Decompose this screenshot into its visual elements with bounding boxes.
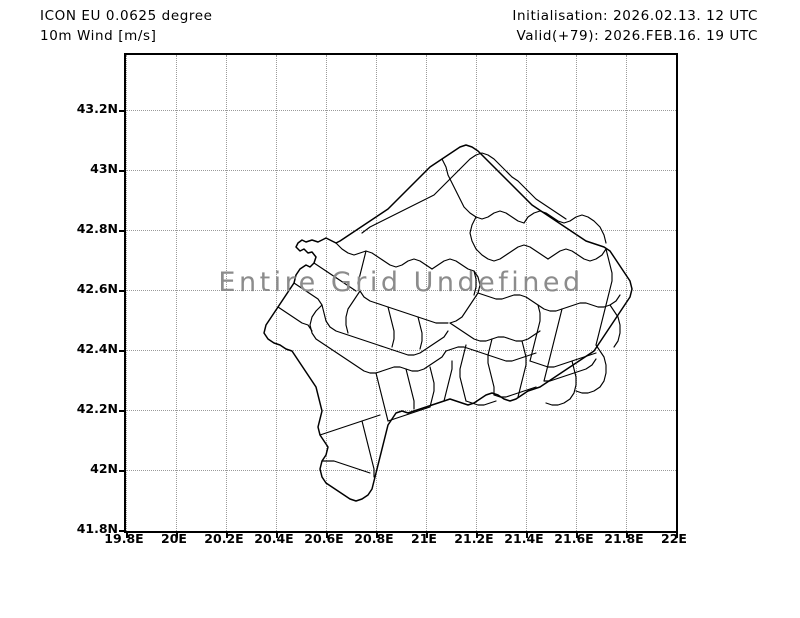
gridline-vertical bbox=[476, 55, 478, 531]
y-axis-label: 42N bbox=[90, 461, 118, 476]
x-axis-tick bbox=[176, 531, 178, 538]
x-axis-label: 22E bbox=[661, 531, 687, 546]
x-axis-tick bbox=[226, 531, 228, 538]
initialisation-time: Initialisation: 2026.02.13. 12 UTC bbox=[512, 8, 758, 24]
x-axis-label: 20.6E bbox=[304, 531, 344, 546]
kosovo-boundaries-map bbox=[263, 144, 633, 502]
x-axis-label: 20.8E bbox=[354, 531, 394, 546]
x-axis-label: 21.8E bbox=[604, 531, 644, 546]
x-axis-tick bbox=[526, 531, 528, 538]
valid-time: Valid(+79): 2026.FEB.16. 19 UTC bbox=[516, 28, 758, 44]
gridline-horizontal bbox=[126, 110, 676, 112]
y-axis-tick bbox=[119, 530, 126, 532]
y-axis-label: 43.2N bbox=[76, 101, 118, 116]
x-axis-tick bbox=[276, 531, 278, 538]
x-axis-tick bbox=[326, 531, 328, 538]
gridline-vertical bbox=[326, 55, 328, 531]
x-axis-tick bbox=[376, 531, 378, 538]
header-left-block: ICON EU 0.0625 degree 10m Wind [m/s] bbox=[40, 6, 213, 46]
x-axis-label: 21.2E bbox=[454, 531, 494, 546]
gridline-horizontal bbox=[126, 170, 676, 172]
gridline-vertical bbox=[276, 55, 278, 531]
gridline-horizontal bbox=[126, 350, 676, 352]
gridline-vertical bbox=[376, 55, 378, 531]
y-axis-label: 42.6N bbox=[76, 281, 118, 296]
gridline-vertical bbox=[526, 55, 528, 531]
x-axis-tick bbox=[426, 531, 428, 538]
x-axis-tick bbox=[476, 531, 478, 538]
gridline-horizontal bbox=[126, 470, 676, 472]
y-axis-label: 43N bbox=[90, 161, 118, 176]
y-axis-tick bbox=[119, 110, 126, 112]
gridline-horizontal bbox=[126, 410, 676, 412]
x-axis-tick bbox=[126, 531, 128, 538]
x-axis-tick bbox=[626, 531, 628, 538]
y-axis-label: 42.2N bbox=[76, 401, 118, 416]
y-axis-tick bbox=[119, 350, 126, 352]
gridline-vertical bbox=[126, 55, 128, 531]
x-axis-tick bbox=[676, 531, 678, 538]
y-axis-tick bbox=[119, 230, 126, 232]
gridline-horizontal bbox=[126, 290, 676, 292]
x-axis-label: 21.4E bbox=[504, 531, 544, 546]
y-axis-tick bbox=[119, 470, 126, 472]
y-axis-label: 42.8N bbox=[76, 221, 118, 236]
gridline-vertical bbox=[226, 55, 228, 531]
header-right-block: Initialisation: 2026.02.13. 12 UTC Valid… bbox=[512, 6, 758, 46]
y-axis-label: 41.8N bbox=[76, 521, 118, 536]
x-axis-label: 20.4E bbox=[254, 531, 294, 546]
gridline-vertical bbox=[626, 55, 628, 531]
map-plot-inner: Entire Grid Undefined bbox=[126, 55, 676, 531]
x-axis-label: 20E bbox=[161, 531, 187, 546]
x-axis-tick bbox=[576, 531, 578, 538]
y-axis-tick bbox=[119, 410, 126, 412]
x-axis-label: 21.6E bbox=[554, 531, 594, 546]
variable-title: 10m Wind [m/s] bbox=[40, 28, 157, 44]
y-axis-tick bbox=[119, 290, 126, 292]
y-axis-tick bbox=[119, 170, 126, 172]
gridline-vertical bbox=[426, 55, 428, 531]
x-axis-label: 21E bbox=[411, 531, 437, 546]
model-title: ICON EU 0.0625 degree bbox=[40, 8, 213, 24]
chart-header: ICON EU 0.0625 degree 10m Wind [m/s] Ini… bbox=[0, 0, 800, 52]
map-plot-frame: Entire Grid Undefined bbox=[119, 53, 678, 538]
gridline-horizontal bbox=[126, 230, 676, 232]
gridline-vertical bbox=[176, 55, 178, 531]
y-axis-label: 42.4N bbox=[76, 341, 118, 356]
x-axis-label: 20.2E bbox=[204, 531, 244, 546]
x-axis-label: 19.8E bbox=[104, 531, 144, 546]
gridline-vertical bbox=[576, 55, 578, 531]
